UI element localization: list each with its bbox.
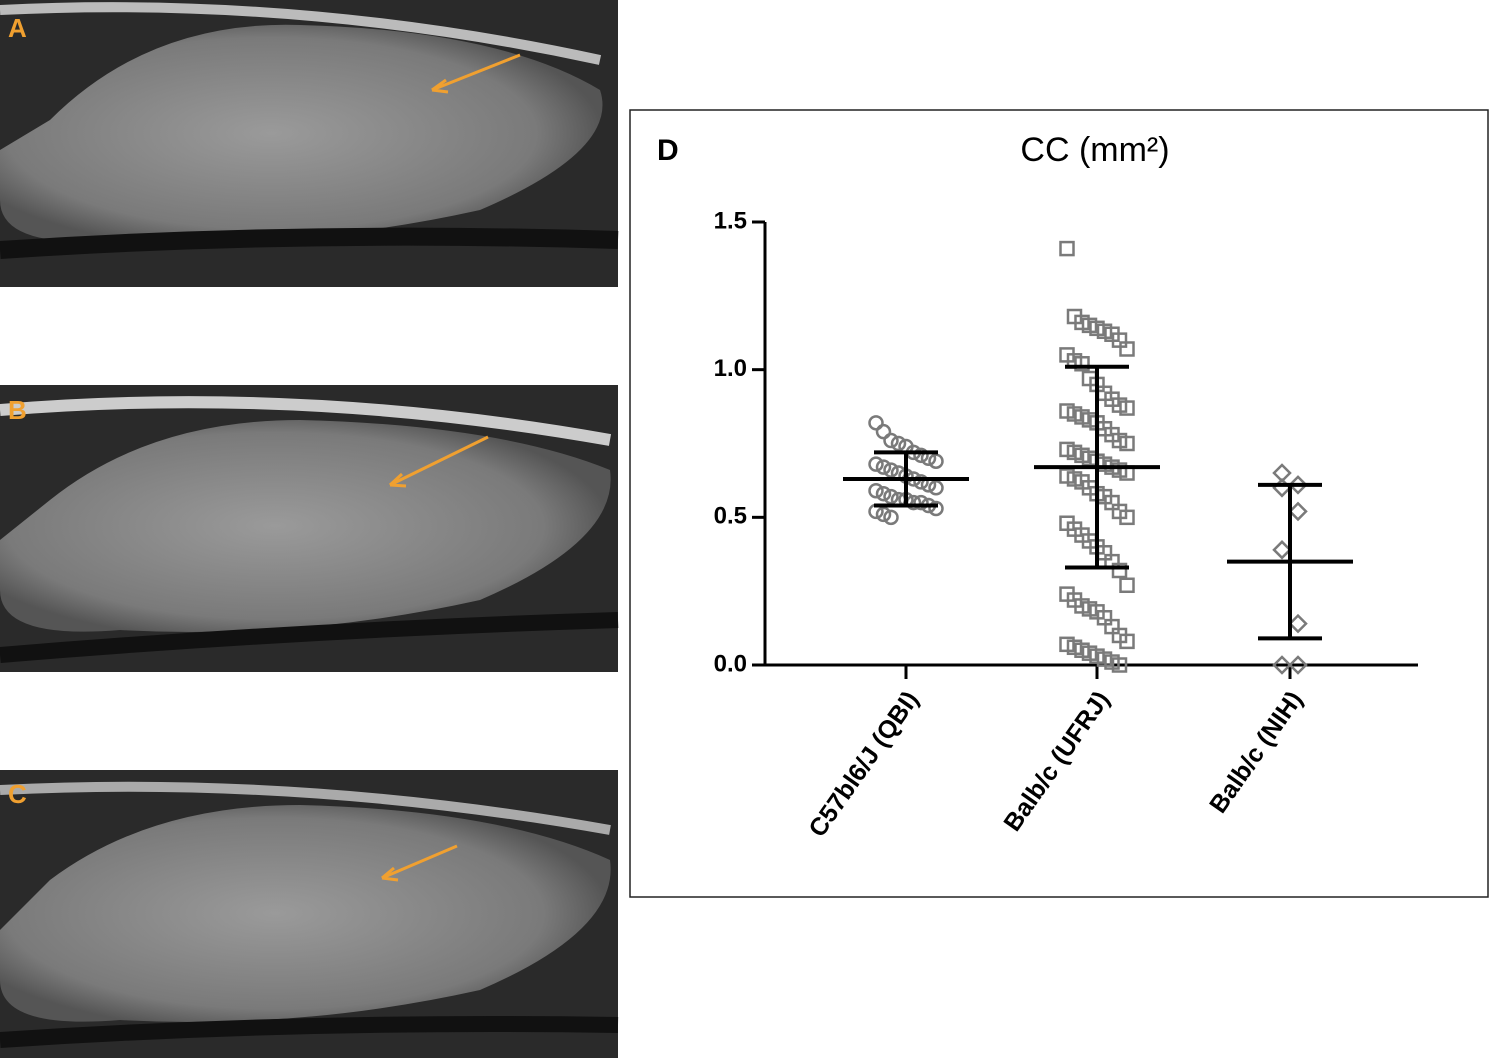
data-point xyxy=(883,509,899,526)
data-point xyxy=(1119,509,1135,526)
data-point xyxy=(928,500,944,517)
chart-title: CC (mm²) xyxy=(1020,131,1169,169)
data-point xyxy=(1119,341,1135,357)
data-point xyxy=(883,462,899,478)
y-tick-label: 0.0 xyxy=(714,650,747,677)
data-point xyxy=(1288,501,1308,522)
data-point xyxy=(868,415,884,431)
error-bar xyxy=(874,450,938,508)
data-point xyxy=(1119,633,1135,650)
panel-label: B xyxy=(8,395,27,425)
mri-panels: A B C xyxy=(0,0,619,1058)
data-point xyxy=(875,423,892,440)
mri-image: C xyxy=(0,770,619,1058)
y-tick-label: 1.5 xyxy=(714,207,747,234)
data-point xyxy=(1119,400,1135,416)
data-point xyxy=(1059,240,1075,257)
data-point xyxy=(1111,657,1128,673)
data-point xyxy=(868,456,884,472)
data-point xyxy=(883,432,899,449)
data-point xyxy=(913,447,929,464)
data-point xyxy=(1288,655,1308,675)
data-point xyxy=(868,483,884,499)
data-point xyxy=(913,494,929,511)
mri-image: B xyxy=(0,385,619,672)
mri-image: A xyxy=(0,0,619,287)
panel-label: A xyxy=(8,13,27,43)
data-point xyxy=(890,435,907,452)
data-point xyxy=(1272,655,1292,675)
panel-label: C xyxy=(8,779,27,809)
data-point xyxy=(883,488,899,505)
data-point xyxy=(1272,540,1292,560)
error-bar xyxy=(1258,482,1322,641)
data-point xyxy=(1111,562,1128,579)
chart-frame xyxy=(629,109,1489,898)
data-point xyxy=(1288,475,1308,495)
data-point xyxy=(1119,435,1135,452)
data-point xyxy=(928,480,944,496)
y-tick-label: 0.5 xyxy=(714,503,747,530)
panel-label: D xyxy=(657,134,679,167)
data-point xyxy=(875,485,892,502)
data-point xyxy=(1074,356,1090,372)
y-tick-label: 1.0 xyxy=(714,355,747,382)
data-point xyxy=(913,474,929,490)
data-point xyxy=(928,453,944,469)
error-bar xyxy=(1065,364,1129,570)
data-point xyxy=(875,459,892,475)
data-point xyxy=(1119,577,1135,594)
data-point xyxy=(875,506,892,523)
data-point xyxy=(1288,613,1308,634)
